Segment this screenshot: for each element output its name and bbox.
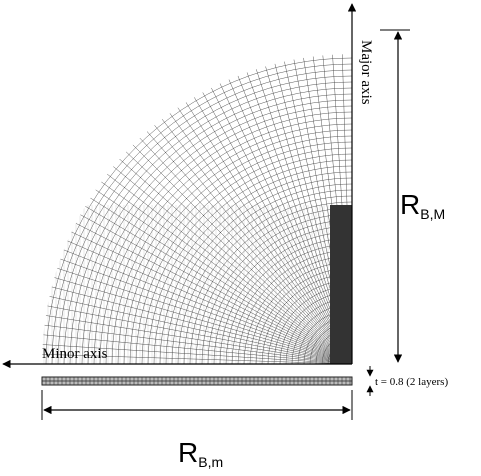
subscript: B,m	[198, 454, 223, 470]
mesh-line	[43, 334, 352, 364]
mesh-line	[85, 206, 352, 364]
symbol: R	[178, 437, 198, 468]
mesh-line	[47, 305, 352, 364]
mesh-line	[161, 118, 352, 364]
mesh-line	[154, 124, 352, 364]
mesh-line	[119, 158, 352, 364]
mesh-line	[75, 223, 352, 364]
mesh-line	[112, 166, 352, 364]
mesh-line	[169, 113, 352, 364]
mesh-line	[125, 151, 352, 364]
mesh-line	[80, 214, 352, 364]
mesh-line	[177, 107, 352, 364]
major-radius-label: RB,M	[400, 189, 445, 222]
mesh-line	[194, 97, 352, 364]
minor-radius-label: RB,m	[178, 437, 223, 470]
mesh-line	[101, 181, 352, 364]
major-axis-label: Major axis	[358, 40, 374, 105]
mesh-line	[95, 189, 352, 364]
thickness-label: t = 0.8 (2 layers)	[375, 376, 448, 388]
mesh-line	[90, 197, 352, 364]
mesh-line	[146, 131, 352, 364]
minor-axis-label: Minor axis	[42, 346, 108, 362]
subscript: B,M	[420, 206, 445, 222]
mesh-line	[49, 296, 352, 364]
cross-section-strip	[41, 376, 353, 386]
mesh-line	[132, 144, 352, 364]
mesh-line	[185, 102, 352, 364]
mesh-line	[54, 277, 352, 364]
mesh-line	[139, 137, 352, 364]
mesh-line	[67, 240, 352, 364]
mesh-line	[202, 92, 352, 364]
mesh-line	[71, 231, 352, 364]
mesh-line	[63, 249, 352, 364]
mesh-line	[57, 267, 352, 364]
symbol: R	[400, 189, 420, 220]
mesh-line	[45, 315, 352, 364]
mesh-line	[51, 286, 352, 364]
mesh-line	[42, 354, 352, 364]
mesh-line	[42, 344, 352, 364]
mesh-line	[211, 87, 352, 364]
mesh-line	[106, 173, 352, 364]
dense-mesh-region	[330, 205, 352, 364]
quarter-mesh	[42, 54, 352, 364]
mesh-line	[60, 258, 352, 364]
mesh-line	[44, 324, 352, 364]
